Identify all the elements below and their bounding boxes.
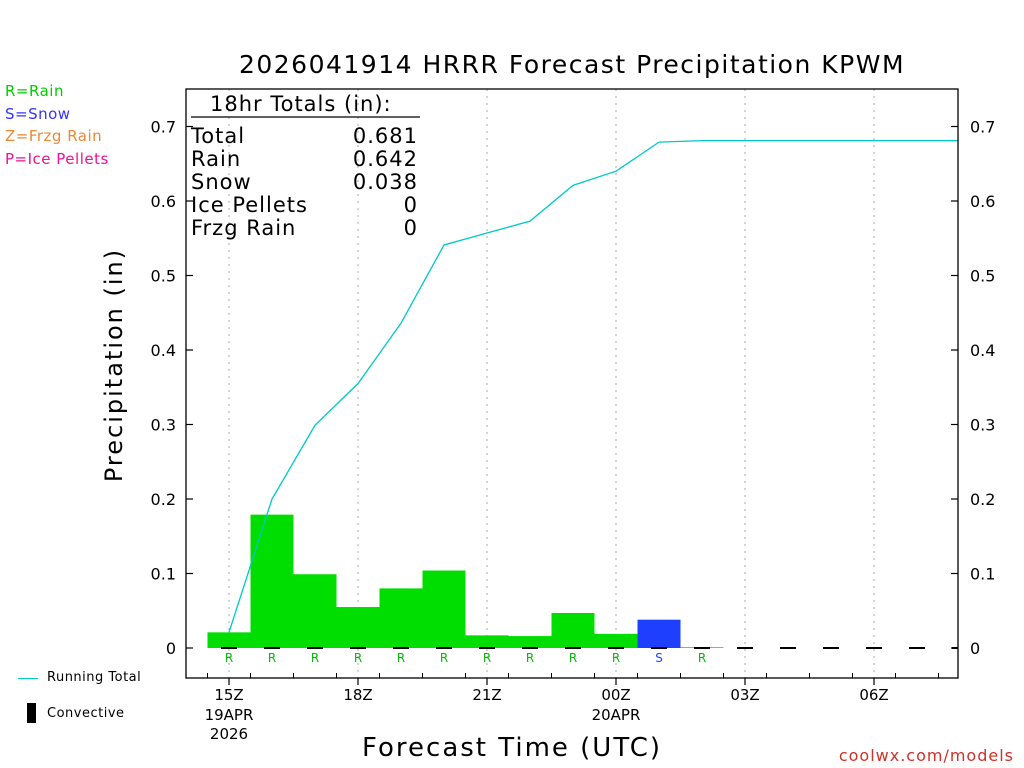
x-tick-sublabel: 2026	[210, 725, 248, 743]
y-tick-label-left: 0.1	[151, 565, 176, 584]
precip-bar	[207, 632, 251, 648]
totals-row-label: Ice Pellets	[191, 193, 308, 217]
convective-legend-bar-icon	[27, 703, 36, 723]
precip-bar	[551, 612, 595, 648]
x-tick-sublabel: 20APR	[592, 706, 641, 724]
x-tick-label: 18Z	[343, 686, 372, 704]
totals-row-value: 0.642	[353, 147, 418, 171]
precip-type-code: R	[698, 651, 706, 665]
y-tick-label-left: 0.4	[151, 341, 176, 360]
y-tick-label-right: 0.7	[970, 118, 995, 137]
y-tick-label-right: 0.3	[970, 416, 995, 435]
x-tick-label: 00Z	[601, 686, 630, 704]
precip-type-code: R	[483, 651, 491, 665]
running-total-legend-line-icon	[18, 678, 38, 679]
totals-row-value: 0	[404, 216, 418, 240]
totals-row-label: Rain	[191, 147, 241, 171]
y-tick-label-left: 0.6	[151, 192, 176, 211]
legend-snow: S=Snow	[5, 105, 71, 123]
precip-bar	[379, 588, 423, 648]
precip-bar	[422, 570, 466, 648]
precip-bar	[250, 514, 294, 648]
legend-ice-pellets: P=Ice Pellets	[5, 150, 109, 168]
y-tick-label-right: 0.1	[970, 565, 995, 584]
y-tick-label-right: 0.6	[970, 192, 995, 211]
precip-bar	[336, 607, 380, 648]
legend-running-total: Running Total	[47, 670, 142, 685]
y-tick-label-left: 0.2	[151, 490, 176, 509]
legend-convective: Convective	[47, 706, 125, 721]
precip-bar	[637, 619, 681, 648]
precip-type-code: R	[354, 651, 362, 665]
plot-frame	[185, 88, 959, 679]
x-tick-label: 03Z	[730, 686, 759, 704]
totals-heading: 18hr Totals (in):	[210, 92, 392, 116]
y-tick-label-right: 0.2	[970, 490, 995, 509]
x-axis-title: Forecast Time (UTC)	[361, 733, 662, 763]
precip-bar	[594, 633, 638, 648]
totals-row-value: 0.038	[353, 170, 418, 194]
chart-title: 2026041914 HRRR Forecast Precipitation K…	[238, 50, 906, 79]
precip-type-code: R	[268, 651, 276, 665]
totals-row-label: Frzg Rain	[191, 216, 296, 240]
precip-bar	[465, 635, 509, 648]
totals-row-label: Snow	[191, 170, 252, 194]
credit-link[interactable]: coolwx.com/models	[838, 746, 1014, 765]
y-tick-label-left: 0	[166, 639, 176, 658]
x-tick-label: 06Z	[859, 686, 888, 704]
precip-type-code: S	[655, 651, 663, 665]
x-tick-label: 21Z	[472, 686, 501, 704]
totals-row-value: 0	[404, 193, 418, 217]
precip-type-code: R	[397, 651, 405, 665]
x-tick-label: 15Z	[214, 686, 243, 704]
y-tick-label-right: 0.4	[970, 341, 995, 360]
y-tick-label-left: 0.3	[151, 416, 176, 435]
precip-type-code: R	[526, 651, 534, 665]
totals-row-label: Total	[190, 124, 245, 148]
y-tick-label-right: 0	[970, 639, 980, 658]
y-tick-label-left: 0.5	[151, 267, 176, 286]
precip-type-code: R	[612, 651, 620, 665]
running-total-line	[228, 140, 958, 633]
y-tick-label-right: 0.5	[970, 267, 995, 286]
x-tick-sublabel: 19APR	[205, 706, 254, 724]
y-tick-label-left: 0.7	[151, 118, 176, 137]
precip-bar	[293, 574, 337, 648]
precip-type-code: R	[311, 651, 319, 665]
legend-frzg-rain: Z=Frzg Rain	[5, 127, 103, 145]
legend-rain: R=Rain	[5, 82, 64, 100]
precip-type-code: R	[569, 651, 577, 665]
totals-row-value: 0.681	[353, 124, 418, 148]
precip-type-code: R	[440, 651, 448, 665]
precip-bar	[508, 636, 552, 648]
precip-type-code: R	[225, 651, 233, 665]
